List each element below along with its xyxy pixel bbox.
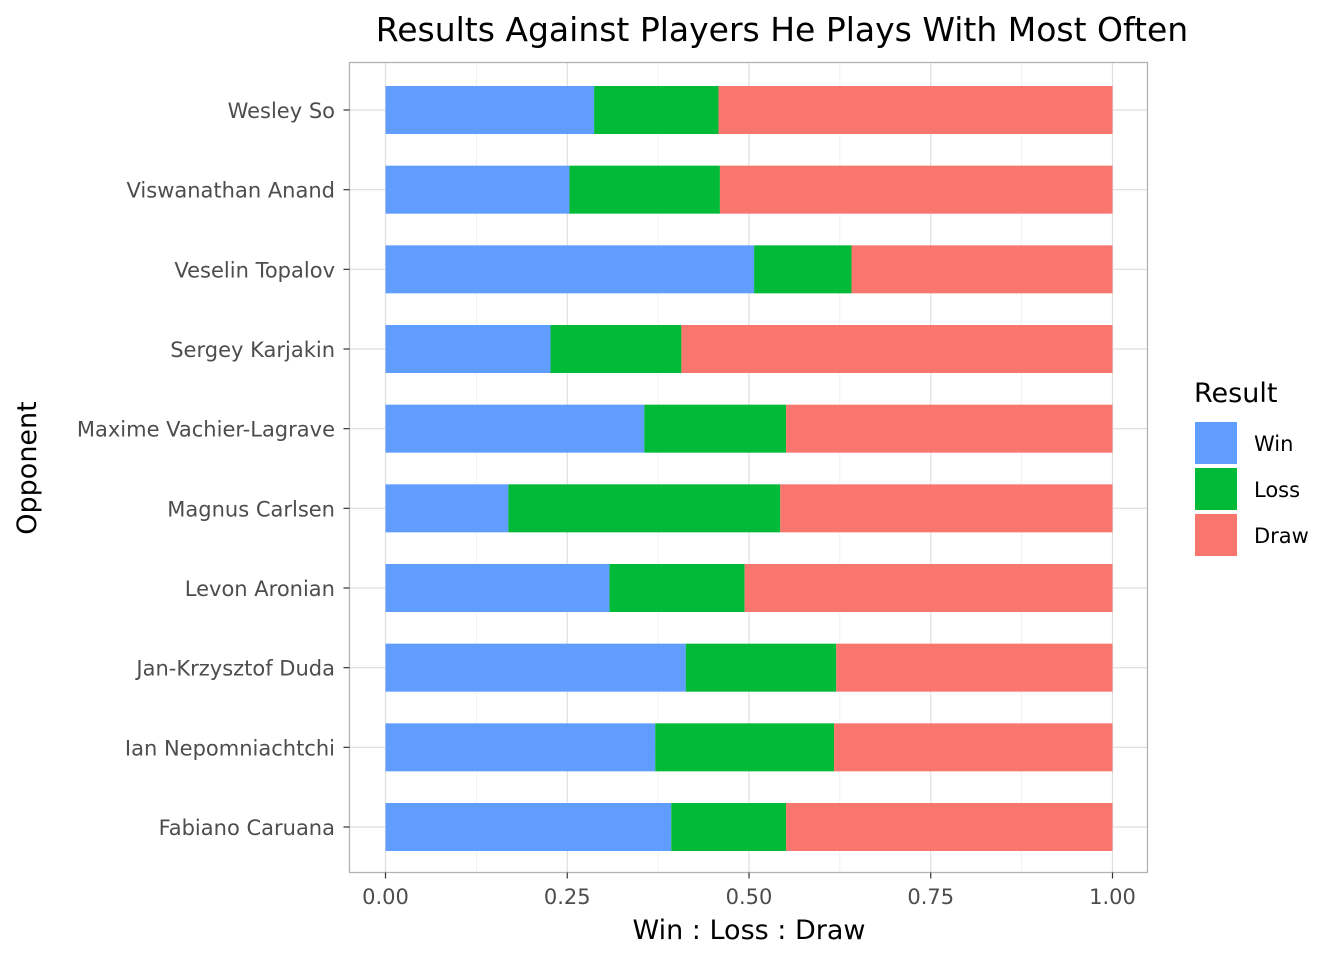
bar-draw xyxy=(744,564,1113,612)
bar-loss xyxy=(685,643,837,692)
x-axis: 0.00 0.25 0.50 0.75 1.00 xyxy=(362,872,1136,909)
bar-win xyxy=(385,325,551,373)
bar-draw xyxy=(786,803,1113,851)
y-tick-label: Maxime Vachier-Lagrave xyxy=(77,418,335,442)
y-tick-label: Viswanathan Anand xyxy=(127,179,335,203)
bar-draw xyxy=(780,484,1113,533)
bar-draw xyxy=(718,86,1113,134)
x-tick-label: 0.50 xyxy=(726,885,773,909)
x-tick-label: 0.00 xyxy=(362,885,409,909)
y-axis: Wesley So Viswanathan Anand Veselin Topalo… xyxy=(77,99,350,840)
bar-win xyxy=(385,404,645,453)
legend-label-draw: Draw xyxy=(1254,524,1309,548)
bar-win xyxy=(385,484,509,533)
y-tick-label: Veselin Topalov xyxy=(174,258,335,282)
y-tick-label: Magnus Carlsen xyxy=(167,497,335,521)
bar-loss xyxy=(508,484,781,533)
bar-win xyxy=(385,723,656,772)
bar-loss xyxy=(550,325,682,373)
bars xyxy=(385,86,1113,851)
x-tick-label: 0.75 xyxy=(907,885,954,909)
bar-draw xyxy=(834,723,1113,772)
bar-win xyxy=(385,165,570,214)
bar-draw xyxy=(851,245,1113,294)
legend-key-loss xyxy=(1195,468,1237,510)
bar-win xyxy=(385,803,672,851)
chart-title: Results Against Players He Plays With Mo… xyxy=(376,10,1188,49)
bar-win xyxy=(385,643,686,692)
legend-key-draw xyxy=(1195,514,1237,556)
bar-loss xyxy=(671,803,787,851)
bar-loss xyxy=(594,86,719,134)
legend: Result Win Loss Draw xyxy=(1194,378,1309,556)
bar-draw xyxy=(786,404,1113,453)
bar-win xyxy=(385,86,595,134)
bar-draw xyxy=(836,643,1113,692)
legend-title: Result xyxy=(1194,378,1277,409)
y-tick-label: Ian Nepomniachtchi xyxy=(125,736,335,760)
bar-loss xyxy=(609,564,745,612)
y-tick-label: Fabiano Caruana xyxy=(159,816,335,840)
x-axis-title: Win : Loss : Draw xyxy=(633,915,866,946)
bar-loss xyxy=(644,404,787,453)
legend-label-loss: Loss xyxy=(1254,478,1300,502)
x-tick-label: 0.25 xyxy=(544,885,591,909)
bar-loss xyxy=(754,245,852,294)
y-tick-label: Wesley So xyxy=(228,99,335,123)
bar-win xyxy=(385,245,755,294)
bar-loss xyxy=(569,165,720,214)
y-axis-title: Opponent xyxy=(12,401,43,534)
bar-loss xyxy=(655,723,835,772)
y-tick-label: Jan-Krzysztof Duda xyxy=(134,657,335,681)
bar-draw xyxy=(719,165,1113,214)
legend-key-win xyxy=(1195,422,1237,464)
legend-label-win: Win xyxy=(1254,432,1293,456)
x-tick-label: 1.00 xyxy=(1089,885,1136,909)
bar-draw xyxy=(681,325,1113,373)
y-tick-label: Levon Aronian xyxy=(185,577,335,601)
y-tick-label: Sergey Karjakin xyxy=(170,338,335,362)
bar-win xyxy=(385,564,610,612)
